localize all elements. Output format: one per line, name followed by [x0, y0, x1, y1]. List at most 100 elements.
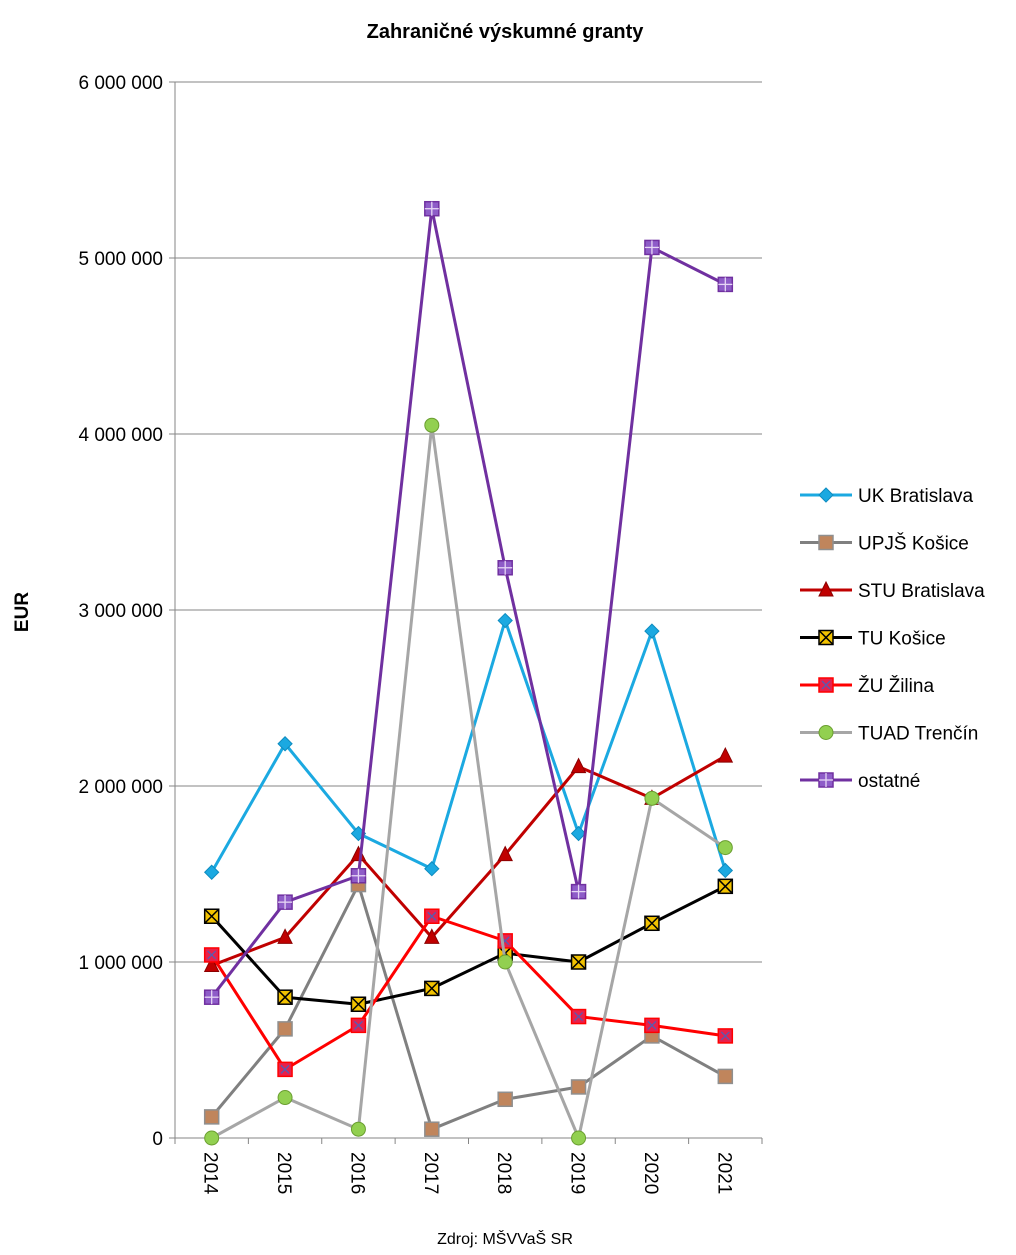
- source-note: Zdroj: MŠVVaŠ SR: [437, 1229, 573, 1248]
- data-point: [497, 845, 513, 862]
- data-point: [717, 746, 734, 763]
- data-point: [350, 996, 367, 1012]
- chart-title: Zahraničné výskumné granty: [367, 21, 645, 43]
- data-point: [571, 1130, 587, 1146]
- data-point: [203, 947, 220, 963]
- y-tick-label: 1 000 000: [78, 953, 163, 974]
- x-tick-label: 2014: [200, 1152, 221, 1195]
- data-point: [570, 825, 587, 842]
- legend-item: ŽU Žilina: [800, 675, 934, 697]
- data-point: [717, 878, 734, 895]
- series-line: [210, 207, 726, 999]
- data-point: [424, 928, 440, 944]
- legend-marker: [818, 629, 834, 646]
- data-point: [277, 1021, 293, 1037]
- series-line: [210, 423, 727, 1140]
- data-point: [277, 894, 293, 910]
- legend-marker: [818, 725, 834, 740]
- series-line: [210, 883, 727, 1131]
- legend-marker: [818, 534, 834, 551]
- series-line: [210, 914, 726, 1071]
- data-point: [570, 954, 587, 970]
- legend-item: ostatné: [800, 771, 920, 792]
- data-point: [350, 1121, 366, 1137]
- legend: UK Bratislava UPJŠ Košice STU Bratislava TU…: [800, 486, 985, 792]
- series-6: [203, 200, 734, 1005]
- y-tick-label: 5 000 000: [78, 249, 163, 270]
- x-tick-label: 2016: [346, 1152, 367, 1194]
- y-tick-label: 6 000 000: [78, 73, 163, 94]
- y-axis-ticks: 0 1 000 000 2 000 000 3 000 000 4 000 000 5 0…: [78, 73, 175, 1150]
- x-tick-label: 2015: [273, 1152, 294, 1194]
- x-tick-label: 2017: [420, 1152, 441, 1194]
- legend-item: TUAD Trenčín: [800, 724, 978, 745]
- legend-label: TU Košice: [858, 629, 946, 650]
- series-0: [203, 612, 734, 880]
- data-point: [424, 1121, 440, 1137]
- legend-item: TU Košice: [800, 629, 946, 650]
- data-point: [570, 1079, 587, 1095]
- data-point: [277, 1061, 293, 1078]
- data-point: [644, 1017, 660, 1034]
- data-point: [717, 840, 733, 856]
- series-lines: [203, 200, 734, 1146]
- x-tick-label: 2020: [640, 1152, 661, 1194]
- data-point: [350, 845, 367, 862]
- legend-label: STU Bratislava: [858, 581, 985, 602]
- data-point: [350, 868, 367, 884]
- series-line: [211, 754, 727, 967]
- x-tick-label: 2019: [567, 1152, 588, 1194]
- x-tick-label: 2021: [713, 1152, 734, 1194]
- y-tick-label: 0: [152, 1129, 163, 1150]
- y-tick-label: 3 000 000: [78, 601, 163, 622]
- data-point: [277, 1090, 293, 1106]
- data-point: [644, 915, 660, 932]
- series-line: [210, 619, 727, 873]
- data-point: [424, 417, 440, 433]
- data-point: [203, 908, 220, 924]
- legend-label: ostatné: [858, 771, 920, 792]
- legend-marker: [818, 580, 834, 597]
- data-point: [570, 883, 587, 900]
- x-tick-label: 2018: [493, 1152, 514, 1194]
- data-point: [497, 612, 513, 629]
- data-point: [277, 736, 293, 752]
- data-point: [277, 928, 293, 944]
- data-point: [424, 908, 440, 924]
- axes: [174, 82, 762, 1139]
- legend-label: ŽU Žilina: [858, 675, 934, 697]
- data-point: [277, 989, 293, 1005]
- data-point: [717, 862, 734, 879]
- data-point: [644, 239, 660, 256]
- x-axis-ticks: 2014 2015 2016 2017 2018 2019 2020 2021: [174, 1138, 763, 1195]
- data-point: [717, 1028, 734, 1044]
- data-point: [497, 1091, 513, 1108]
- data-point: [717, 1068, 734, 1085]
- data-point: [424, 200, 440, 217]
- data-point: [644, 623, 660, 639]
- series-1: [203, 876, 734, 1137]
- data-point: [203, 864, 220, 880]
- legend-label: UK Bratislava: [858, 486, 974, 507]
- series-5: [204, 417, 733, 1146]
- data-point: [644, 790, 660, 806]
- legend-marker: [818, 677, 834, 693]
- legend-marker: [818, 487, 834, 503]
- data-point: [497, 560, 513, 576]
- data-point: [570, 757, 587, 774]
- legend-item: UPJŠ Košice: [800, 533, 969, 555]
- legend-label: TUAD Trenčín: [858, 724, 978, 745]
- data-point: [424, 980, 440, 997]
- y-tick-label: 2 000 000: [78, 777, 163, 798]
- data-point: [203, 1109, 220, 1125]
- series-2: [203, 746, 734, 973]
- data-point: [497, 954, 513, 970]
- series-line: [210, 884, 726, 1006]
- gridlines: [175, 81, 762, 1139]
- data-point: [204, 1130, 220, 1146]
- data-point: [203, 989, 220, 1005]
- legend-marker: [818, 772, 834, 788]
- data-point: [203, 956, 220, 973]
- legend-item: STU Bratislava: [800, 580, 985, 602]
